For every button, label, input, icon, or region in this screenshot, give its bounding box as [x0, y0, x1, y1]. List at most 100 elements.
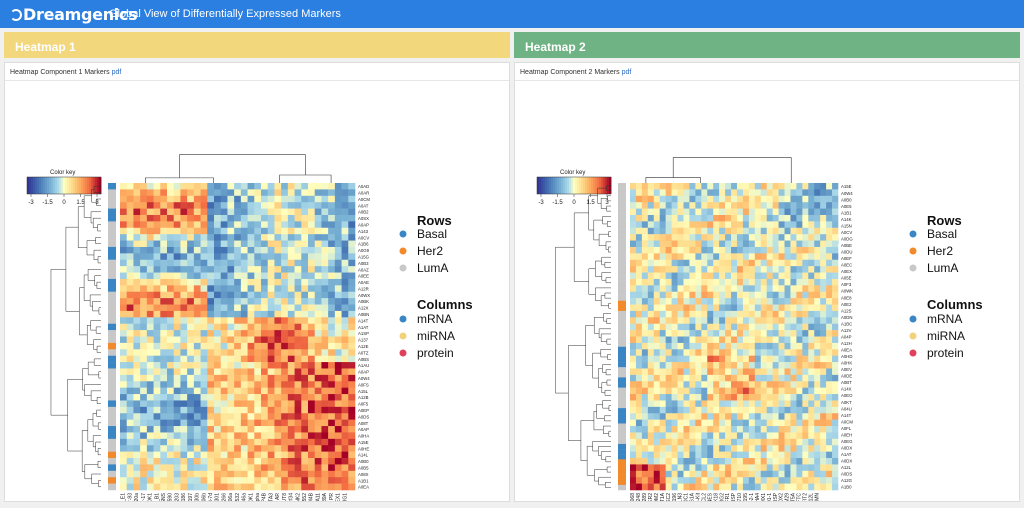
heatmap-cell: [301, 298, 309, 305]
heatmap-cell: [689, 406, 696, 414]
heatmap-cell: [671, 432, 678, 440]
heatmap-cell: [784, 272, 791, 280]
heatmap-cell: [274, 221, 282, 229]
heatmap-cell: [748, 278, 756, 286]
heatmap-cell: [707, 323, 714, 331]
heatmap-cell: [832, 330, 839, 337]
heatmap-cell: [713, 189, 720, 197]
heatmap-cell: [719, 400, 726, 408]
heatmap-cell: [267, 272, 275, 280]
color-key-tick-label: -1.5: [42, 200, 53, 206]
heatmap-cell: [790, 387, 797, 395]
heatmap-cell: [707, 240, 714, 248]
heatmap-cell: [334, 374, 342, 382]
heatmap-cell: [227, 195, 235, 203]
heatmap-cell: [731, 394, 738, 401]
heatmap-cell: [635, 304, 643, 312]
heatmap-cell: [796, 310, 803, 318]
heatmap-cell: [187, 285, 195, 293]
color-key-swatch: [77, 177, 80, 194]
heatmap-cell: [677, 362, 684, 369]
heatmap-cell: [254, 272, 262, 280]
heatmap-cell: [647, 413, 655, 420]
heatmap-cell: [200, 323, 208, 331]
heatmap-cell: [308, 227, 316, 235]
heatmap-cell: [689, 394, 696, 401]
heatmap-cell: [146, 202, 154, 209]
heatmap-cell: [281, 259, 289, 267]
heatmap-cell: [348, 304, 356, 312]
heatmap-cell: [187, 445, 195, 452]
heatmap-cell: [140, 381, 148, 388]
heatmap-cell: [146, 349, 154, 356]
heatmap-cell: [695, 413, 702, 420]
row-group-cell: [618, 387, 626, 393]
dendrogram-branch: [573, 212, 589, 282]
heatmap-cell: [328, 445, 336, 452]
row-label: A0DX: [841, 446, 852, 451]
heatmap-cell: [160, 381, 168, 388]
heatmap-cell: [267, 278, 275, 286]
heatmap-cell: [287, 374, 295, 382]
heatmap-cell: [796, 323, 803, 331]
heatmap-cell: [796, 464, 803, 472]
heatmap-cell: [641, 227, 649, 235]
heatmap-cell: [772, 426, 779, 433]
heatmap-cell: [766, 349, 773, 356]
heatmap-cell: [227, 202, 235, 209]
heatmap-cell: [784, 470, 791, 478]
heatmap-cell: [766, 451, 773, 459]
heatmap-cell: [214, 483, 222, 491]
pdf-link[interactable]: pdf: [621, 69, 632, 76]
row-group-cell: [108, 246, 116, 254]
heatmap-cell: [153, 413, 161, 420]
heatmap-cell: [254, 221, 262, 229]
heatmap-cell: [348, 400, 356, 408]
heatmap-cell: [287, 406, 295, 414]
heatmap-cell: [754, 195, 762, 203]
heatmap-cell: [689, 381, 696, 388]
heatmap-cell: [267, 394, 275, 401]
heatmap-cell: [240, 323, 248, 331]
heatmap-cell: [695, 310, 702, 318]
heatmap-cell: [784, 240, 791, 248]
heatmap-cell: [160, 336, 168, 344]
heatmap-cell: [187, 374, 195, 382]
dendrogram-branch: [606, 466, 611, 473]
heatmap-cell: [772, 234, 779, 241]
heatmap-cell: [220, 368, 228, 376]
heatmap-cell: [314, 317, 322, 325]
heatmap-cell: [719, 298, 726, 305]
heatmap-cell: [689, 400, 696, 408]
heatmap-cell: [207, 438, 215, 446]
heatmap-cell: [160, 227, 168, 235]
heatmap-cell: [247, 349, 255, 356]
heatmap-cell: [294, 246, 302, 254]
heatmap-cell: [321, 400, 329, 408]
brand-logo[interactable]: Dreamgenics: [10, 5, 138, 24]
pdf-link[interactable]: pdf: [111, 69, 122, 76]
heatmap-cell: [683, 400, 690, 408]
heatmap-cell: [294, 342, 302, 350]
heatmap-cell: [701, 317, 708, 325]
heatmap-cell: [701, 183, 708, 190]
heatmap-cell: [133, 355, 141, 363]
heatmap-cell: [200, 291, 208, 299]
heatmap-cell: [308, 304, 316, 312]
heatmap-cell: [653, 221, 661, 229]
heatmap-cell: [173, 214, 181, 222]
row-label: A12G: [841, 478, 853, 483]
heatmap-cell: [193, 438, 201, 446]
column-label: HER2_pY1248: [636, 493, 642, 501]
dendrogram-branch: [595, 287, 611, 301]
heatmap-cell: [766, 259, 773, 267]
heatmap-cell: [695, 330, 702, 337]
heatmap-cell: [677, 413, 684, 420]
heatmap-cell: [725, 349, 732, 356]
heatmap-cell: [173, 394, 181, 401]
heatmap-cell: [341, 394, 349, 401]
heatmap-cell: [240, 240, 248, 248]
heatmap-cell: [308, 374, 316, 382]
heatmap-cell: [647, 189, 655, 197]
heatmap-cell: [214, 477, 222, 484]
